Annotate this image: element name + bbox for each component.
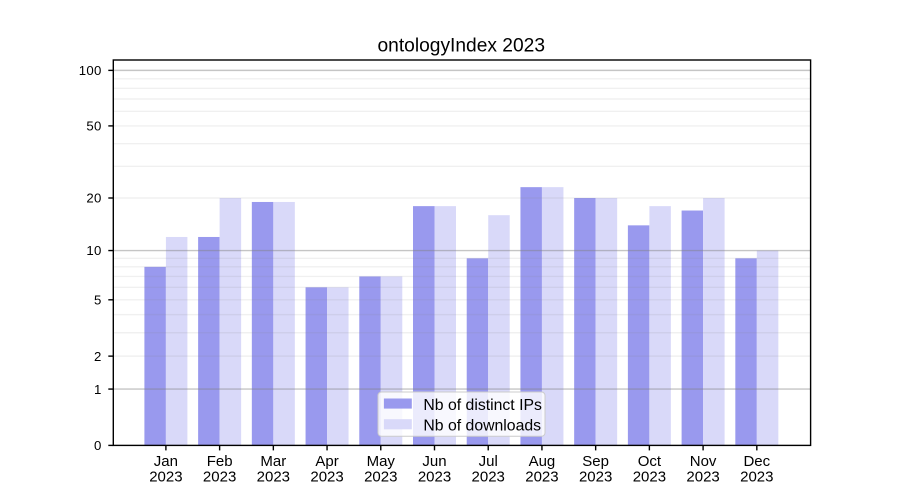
svg-text:Jun: Jun (422, 453, 446, 470)
svg-text:2023: 2023 (364, 469, 397, 486)
svg-text:Nov: Nov (690, 453, 717, 470)
svg-text:2023: 2023 (579, 469, 612, 486)
svg-text:Jul: Jul (479, 453, 498, 470)
svg-text:Oct: Oct (638, 453, 662, 470)
svg-text:Aug: Aug (529, 453, 556, 470)
svg-text:20: 20 (86, 191, 101, 206)
svg-text:10: 10 (86, 243, 101, 258)
svg-text:2023: 2023 (203, 469, 236, 486)
svg-text:Nb of distinct IPs: Nb of distinct IPs (423, 397, 542, 414)
svg-text:ontologyIndex 2023: ontologyIndex 2023 (378, 36, 546, 57)
svg-text:100: 100 (79, 63, 102, 78)
svg-text:Mar: Mar (260, 453, 286, 470)
svg-text:2: 2 (94, 349, 102, 364)
svg-text:Apr: Apr (315, 453, 338, 470)
svg-text:May: May (367, 453, 396, 470)
svg-text:2023: 2023 (472, 469, 505, 486)
svg-text:Nb of downloads: Nb of downloads (423, 418, 541, 435)
svg-text:2023: 2023 (149, 469, 182, 486)
svg-text:1: 1 (94, 382, 102, 397)
svg-text:Feb: Feb (207, 453, 233, 470)
svg-text:5: 5 (94, 292, 102, 307)
svg-text:Dec: Dec (743, 453, 770, 470)
svg-text:2023: 2023 (310, 469, 343, 486)
svg-text:2023: 2023 (740, 469, 773, 486)
svg-text:Jan: Jan (154, 453, 178, 470)
svg-text:Sep: Sep (582, 453, 609, 470)
svg-text:2023: 2023 (633, 469, 666, 486)
svg-text:2023: 2023 (418, 469, 451, 486)
svg-text:2023: 2023 (257, 469, 290, 486)
svg-text:2023: 2023 (686, 469, 719, 486)
svg-text:0: 0 (94, 438, 102, 453)
svg-text:2023: 2023 (525, 469, 558, 486)
svg-text:50: 50 (86, 119, 101, 134)
